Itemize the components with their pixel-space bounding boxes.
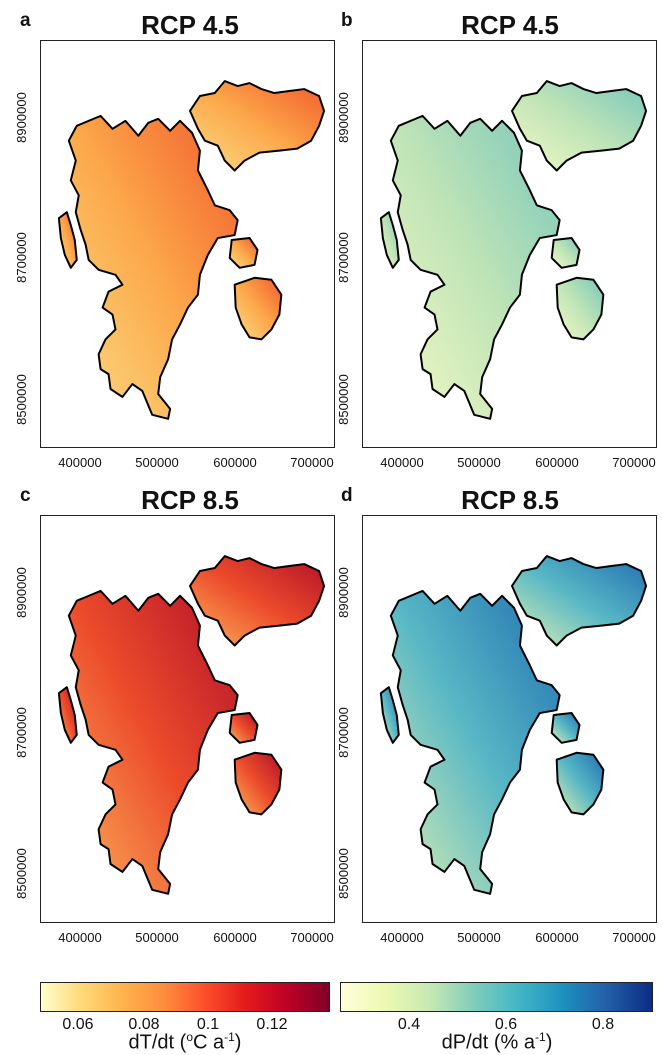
panel-title-b: RCP 4.5	[461, 10, 559, 40]
cbar-temp-tick: 0.06	[62, 1016, 94, 1033]
xtick-b-500000: 500000	[457, 455, 501, 470]
colorbar-precipitation-label: dP/dt (% a-1)	[441, 1030, 553, 1054]
svalbard-map-c	[57, 555, 326, 895]
cbar-temp-tick: 0.12	[256, 1016, 288, 1033]
xtick-b-400000: 400000	[380, 455, 424, 470]
colorbar-precipitation	[340, 982, 653, 1012]
xtick-a-400000: 400000	[58, 455, 102, 470]
colorbar-temperature	[40, 982, 330, 1012]
panel-letter-c: c	[20, 485, 31, 506]
ytick-a-8500000: 8500000	[13, 374, 29, 425]
xtick-b-700000: 700000	[612, 455, 656, 470]
panel-title-c: RCP 8.5	[141, 485, 239, 515]
colorbar-temperature-label: dT/dt (oC a-1)	[128, 1030, 242, 1054]
xtick-d-500000: 500000	[457, 930, 501, 945]
xtick-b-600000: 600000	[535, 455, 579, 470]
ytick-c-8500000: 8500000	[13, 848, 29, 899]
ytick-b-8900000: 8900000	[335, 92, 351, 143]
map-panel-b	[362, 40, 657, 448]
cbar-prec-tick: 0.6	[494, 1016, 518, 1033]
ytick-d-8700000: 8700000	[335, 707, 351, 758]
ytick-d-8500000: 8500000	[335, 848, 351, 899]
cbar-prec-tick: 0.8	[591, 1016, 615, 1033]
svalbard-map-b	[379, 80, 648, 420]
svalbard-map-d	[379, 555, 648, 895]
panel-letter-d: d	[341, 485, 353, 506]
xtick-d-400000: 400000	[380, 930, 424, 945]
ytick-b-8500000: 8500000	[335, 374, 351, 425]
panel-letter-a: a	[20, 10, 31, 31]
cbar-temp-tick: 0.1	[196, 1016, 220, 1033]
cbar-temp-tick: 0.08	[128, 1016, 160, 1033]
xtick-c-600000: 600000	[213, 930, 257, 945]
panel-title-a: RCP 4.5	[141, 10, 239, 40]
svalbard-map-a	[57, 80, 326, 420]
ytick-c-8900000: 8900000	[13, 567, 29, 618]
panel-title-d: RCP 8.5	[461, 485, 559, 515]
xtick-d-600000: 600000	[535, 930, 579, 945]
xtick-c-700000: 700000	[290, 930, 334, 945]
xtick-c-500000: 500000	[135, 930, 179, 945]
ytick-a-8700000: 8700000	[13, 232, 29, 283]
map-panel-a	[40, 40, 335, 448]
xtick-a-500000: 500000	[135, 455, 179, 470]
cbar-prec-tick: 0.4	[397, 1016, 421, 1033]
ytick-d-8900000: 8900000	[335, 567, 351, 618]
xtick-d-700000: 700000	[612, 930, 656, 945]
xtick-a-700000: 700000	[290, 455, 334, 470]
xtick-c-400000: 400000	[58, 930, 102, 945]
ytick-a-8900000: 8900000	[13, 92, 29, 143]
panel-letter-b: b	[341, 10, 353, 31]
ytick-b-8700000: 8700000	[335, 232, 351, 283]
map-panel-c	[40, 515, 335, 923]
map-panel-d	[362, 515, 657, 923]
ytick-c-8700000: 8700000	[13, 707, 29, 758]
xtick-a-600000: 600000	[213, 455, 257, 470]
